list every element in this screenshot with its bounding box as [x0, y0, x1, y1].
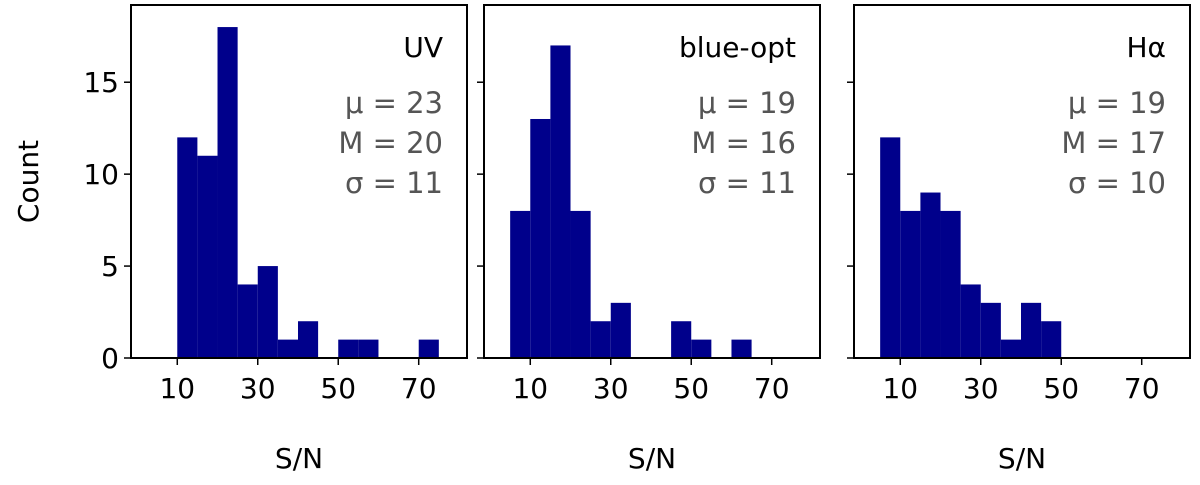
- bar: [418, 339, 439, 358]
- x-tick-label: 10: [882, 372, 918, 405]
- bar: [197, 155, 218, 358]
- bar: [960, 284, 981, 358]
- panel-label: blue-opt: [679, 31, 796, 64]
- y-tick-label: 5: [101, 250, 119, 283]
- x-axis-title: S/N: [275, 442, 323, 475]
- bar: [358, 339, 379, 358]
- axes-frame: [853, 4, 1191, 359]
- bar: [900, 210, 921, 358]
- x-tick-label: 30: [240, 372, 276, 405]
- bar: [731, 339, 752, 358]
- x-tick-label: 70: [754, 372, 790, 405]
- bar: [590, 321, 611, 358]
- bar: [610, 302, 631, 358]
- x-tick-label: 50: [1043, 372, 1079, 405]
- x-tick-label: 10: [159, 372, 195, 405]
- x-tick-label: 30: [593, 372, 629, 405]
- bar: [570, 210, 591, 358]
- stat-text: M = 16: [691, 126, 796, 160]
- y-axis-title: Count: [12, 140, 45, 223]
- bar: [297, 321, 319, 358]
- panel-label: UV: [403, 31, 443, 64]
- stat-text: μ = 23: [345, 86, 443, 120]
- bar: [940, 210, 961, 358]
- y-tick-label: 0: [101, 342, 119, 375]
- stat-text: μ = 19: [1068, 86, 1166, 120]
- bar: [277, 339, 298, 358]
- stat-text: σ = 11: [698, 166, 796, 200]
- bar: [1020, 302, 1042, 358]
- bar: [510, 210, 531, 358]
- y-tick-label: 10: [83, 158, 119, 191]
- bar: [177, 137, 198, 358]
- bar: [880, 137, 901, 358]
- y-tick-label: 15: [83, 66, 119, 99]
- stat-text: σ = 10: [1068, 166, 1166, 200]
- bar: [980, 302, 1001, 358]
- x-tick-label: 30: [963, 372, 999, 405]
- stat-text: μ = 19: [698, 86, 796, 120]
- bar: [671, 321, 692, 358]
- bar: [530, 118, 551, 358]
- axes-frame: [483, 4, 821, 359]
- bar: [237, 284, 258, 358]
- axes-frame: [130, 4, 468, 359]
- bar: [691, 339, 712, 358]
- x-tick-label: 70: [401, 372, 437, 405]
- stat-text: M = 17: [1061, 126, 1166, 160]
- x-tick-label: 10: [512, 372, 548, 405]
- panel-label: Hα: [1126, 31, 1166, 64]
- bar: [920, 192, 941, 358]
- bar: [1000, 339, 1021, 358]
- bar: [338, 339, 359, 358]
- x-tick-label: 70: [1124, 372, 1160, 405]
- x-axis-title: S/N: [628, 442, 676, 475]
- x-tick-label: 50: [673, 372, 709, 405]
- bar: [550, 45, 571, 359]
- bar: [1041, 321, 1062, 358]
- stat-text: σ = 11: [345, 166, 443, 200]
- x-tick-label: 50: [320, 372, 356, 405]
- x-axis-title: S/N: [998, 442, 1046, 475]
- bar: [217, 27, 238, 358]
- bar: [257, 266, 278, 358]
- stat-text: M = 20: [338, 126, 443, 160]
